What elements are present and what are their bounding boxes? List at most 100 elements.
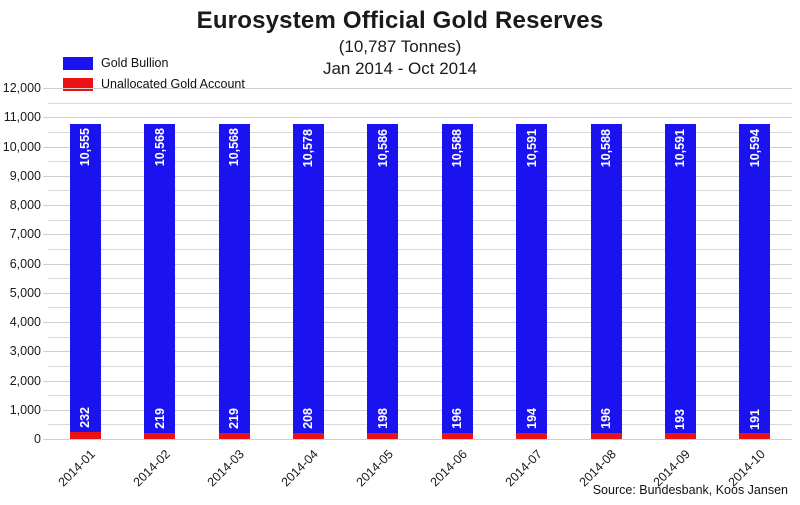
bar-segment-unallocated — [144, 432, 176, 439]
plot-area: 10,555 232 2014-01 10,568 219 2014-02 10,568 21… — [43, 88, 792, 489]
bar-segment-gold-bullion — [367, 123, 399, 434]
bar-group-2014-08: 10,588 196 — [590, 123, 622, 439]
bar-value-unallocated: 194 — [524, 408, 539, 430]
bar-segment-unallocated — [367, 433, 399, 439]
bar-value-unallocated: 219 — [227, 407, 241, 429]
y-tick-label: 1,000 — [9, 402, 41, 417]
bar-segment-gold-bullion — [218, 123, 250, 433]
gridline-minor — [48, 395, 792, 397]
x-tick-label: 2014-02 — [130, 447, 173, 490]
legend-label-unallocated: Unallocated Gold Account — [101, 77, 245, 91]
bar-segment-unallocated — [590, 433, 622, 439]
bar-group-2014-06: 10,588 196 — [441, 123, 473, 439]
gridline-major — [43, 322, 792, 323]
y-tick-label: 2,000 — [9, 373, 41, 388]
y-tick-label: 10,000 — [2, 139, 41, 154]
bar-segment-unallocated — [69, 432, 101, 439]
legend-label-gold-bullion: Gold Bullion — [101, 56, 169, 70]
gridline-minor — [48, 190, 792, 192]
gridline-major — [43, 175, 792, 177]
bar-segment-gold-bullion — [739, 123, 771, 434]
bar-value-unallocated: 208 — [301, 408, 316, 429]
gridline-major — [43, 351, 792, 353]
gridline-minor — [48, 219, 792, 221]
legend: Gold Bullion Unallocated Gold Account — [63, 56, 245, 98]
gridline-minor — [48, 336, 792, 338]
bar-segment-unallocated — [441, 433, 473, 439]
bar-value-gold-bullion: 10,588 — [450, 128, 465, 167]
y-tick-label: 8,000 — [9, 198, 41, 212]
bar-group-2014-04: 10,578 208 — [292, 123, 324, 439]
bar-segment-gold-bullion — [664, 123, 696, 434]
bar-group-2014-01: 10,555 232 — [69, 123, 101, 439]
bar-value-unallocated: 196 — [599, 408, 613, 430]
chart-subtitle-period: Jan 2014 - Oct 2014 — [322, 59, 478, 78]
y-tick-label: 7,000 — [9, 227, 41, 242]
gridline-minor — [48, 278, 792, 280]
y-tick-label: 5,000 — [9, 285, 41, 300]
bar-value-gold-bullion: 10,591 — [524, 128, 539, 167]
gridline-major — [43, 380, 792, 382]
gridline-minor — [48, 365, 792, 367]
bar-value-unallocated: 198 — [375, 408, 390, 430]
gridline-minor — [48, 307, 792, 309]
gridline-minor — [48, 161, 792, 163]
gold-bullion-swatch — [63, 56, 93, 70]
bar-value-gold-bullion: 10,568 — [227, 128, 241, 167]
bar-group-2014-02: 10,568 219 — [144, 123, 176, 439]
gridline-major — [43, 117, 792, 119]
gridline-minor — [48, 131, 792, 133]
bar-group-2014-07: 10,591 194 — [516, 123, 548, 439]
gridline-major — [43, 439, 792, 440]
gridline-major — [43, 409, 792, 411]
bar-segment-unallocated — [516, 433, 548, 439]
bar-segment-gold-bullion — [69, 123, 101, 433]
y-tick-label: 3,000 — [9, 344, 41, 359]
gridline-major — [43, 146, 792, 148]
unallocated-swatch — [63, 77, 93, 91]
chart-subtitle-tonnes: (10,787 Tonnes) — [338, 37, 462, 56]
bar-segment-unallocated — [292, 432, 324, 439]
x-tick-label: 2014-05 — [353, 447, 396, 490]
bar-value-gold-bullion: 10,568 — [152, 128, 167, 167]
bar-value-gold-bullion: 10,578 — [301, 128, 316, 167]
bar-value-unallocated: 196 — [450, 408, 465, 430]
y-tick-label: 4,000 — [9, 315, 41, 329]
bar-segment-unallocated — [664, 433, 696, 439]
y-tick-label: 6,000 — [9, 256, 41, 271]
source-credit: Source: Bundesbank, Koos Jansen — [592, 483, 788, 497]
bar-value-unallocated: 219 — [152, 407, 167, 429]
bar-segment-gold-bullion — [590, 123, 622, 434]
gridline-minor — [48, 102, 792, 104]
gridline-major — [43, 88, 792, 89]
bar-group-2014-03: 10,568 219 — [218, 123, 250, 439]
legend-item-gold-bullion: Gold Bullion — [63, 56, 245, 70]
y-tick-label: 11,000 — [3, 110, 41, 125]
bar-value-gold-bullion: 10,588 — [599, 128, 613, 167]
gridline-major — [43, 234, 792, 236]
y-tick-label: 9,000 — [9, 168, 41, 183]
bar-value-unallocated: 193 — [673, 408, 688, 430]
bar-segment-gold-bullion — [144, 123, 176, 433]
chart-title: Eurosystem Official Gold Reserves — [196, 7, 604, 34]
bar-value-unallocated: 232 — [78, 407, 93, 429]
bar-value-unallocated: 191 — [747, 408, 762, 430]
x-tick-label: 2014-04 — [278, 447, 322, 490]
gridline-major — [43, 205, 792, 206]
bar-value-gold-bullion: 10,586 — [375, 128, 390, 167]
y-tick-label: 0 — [34, 432, 41, 446]
bar-segment-unallocated — [739, 433, 771, 439]
gridline-major — [43, 292, 792, 294]
gridline-major — [43, 263, 792, 265]
bar-group-2014-10: 10,594 191 — [739, 123, 771, 439]
bar-value-gold-bullion: 10,555 — [78, 128, 93, 167]
y-axis: 0 1,000 2,000 3,000 4,000 5,000 6,000 7,000 8,00… — [0, 81, 41, 446]
bar-group-2014-09: 10,591 193 — [664, 123, 696, 439]
bar-segment-gold-bullion — [441, 123, 473, 434]
legend-item-unallocated: Unallocated Gold Account — [63, 77, 245, 91]
bar-group-2014-05: 10,586 198 — [367, 123, 399, 439]
x-tick-label: 2014-01 — [55, 447, 99, 490]
bar-segment-unallocated — [218, 432, 250, 439]
bar-segment-gold-bullion — [292, 123, 324, 433]
bar-value-gold-bullion: 10,591 — [673, 128, 688, 167]
